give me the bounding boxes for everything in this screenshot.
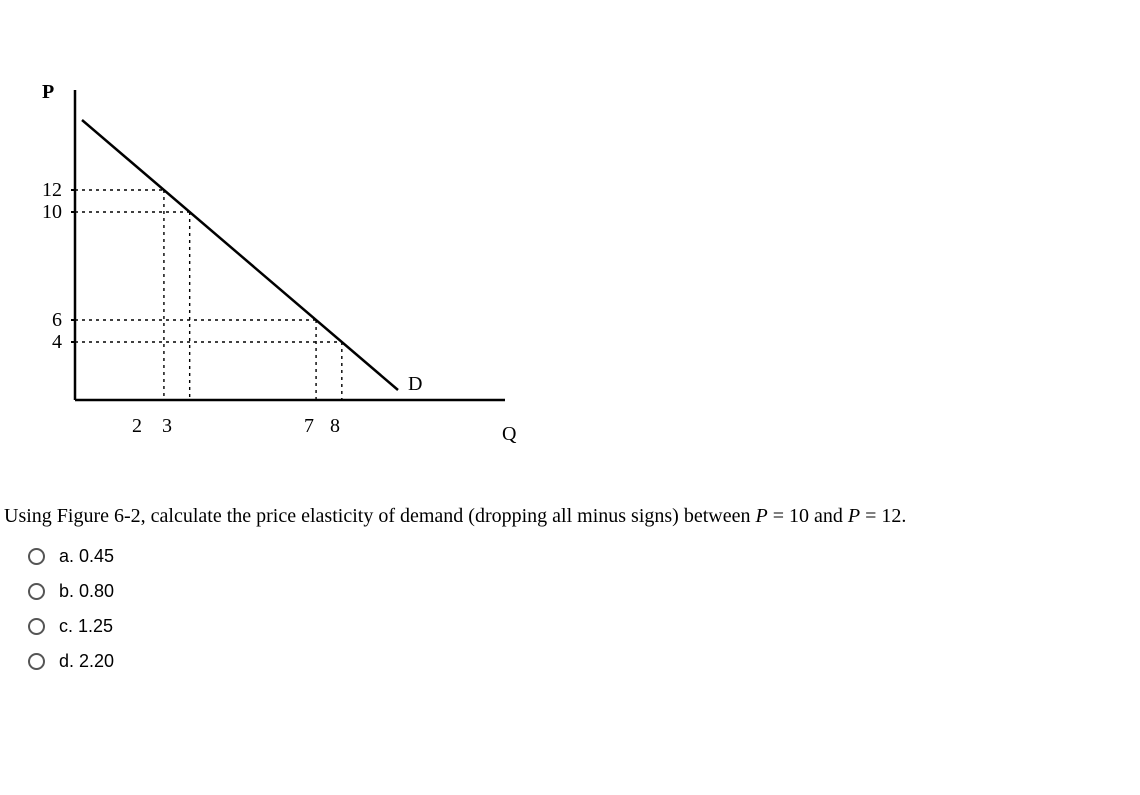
option-label: a. 0.45: [59, 546, 114, 567]
radio-icon[interactable]: [28, 548, 45, 565]
option-label: d. 2.20: [59, 651, 114, 672]
radio-icon[interactable]: [28, 583, 45, 600]
q-var1: P: [755, 505, 767, 527]
chart-svg: P Q D 1210 64 23 78: [20, 20, 540, 450]
q-mid2: = 12.: [860, 505, 906, 527]
svg-text:P: P: [42, 81, 54, 103]
svg-text:12: 12: [42, 179, 62, 201]
svg-text:8: 8: [330, 415, 340, 437]
svg-text:D: D: [408, 373, 422, 395]
options-list: a. 0.45 b. 0.80 c. 1.25 d. 2.20: [28, 546, 1140, 672]
radio-icon[interactable]: [28, 653, 45, 670]
svg-text:Q: Q: [502, 423, 517, 445]
q-prefix: Using Figure 6-2, calculate the price el…: [4, 505, 755, 527]
svg-text:2: 2: [132, 415, 142, 437]
option-b[interactable]: b. 0.80: [28, 581, 1140, 602]
radio-icon[interactable]: [28, 618, 45, 635]
option-label: b. 0.80: [59, 581, 114, 602]
option-d[interactable]: d. 2.20: [28, 651, 1140, 672]
option-c[interactable]: c. 1.25: [28, 616, 1140, 637]
svg-text:10: 10: [42, 201, 62, 223]
q-var2: P: [848, 505, 860, 527]
q-mid1: = 10 and: [768, 505, 848, 527]
svg-text:3: 3: [162, 415, 172, 437]
option-label: c. 1.25: [59, 616, 113, 637]
svg-text:6: 6: [52, 309, 62, 331]
svg-text:7: 7: [304, 415, 314, 437]
option-a[interactable]: a. 0.45: [28, 546, 1140, 567]
question-text: Using Figure 6-2, calculate the price el…: [4, 505, 1140, 528]
demand-chart: P Q D 1210 64 23 78: [0, 0, 1140, 455]
svg-text:4: 4: [52, 331, 62, 353]
